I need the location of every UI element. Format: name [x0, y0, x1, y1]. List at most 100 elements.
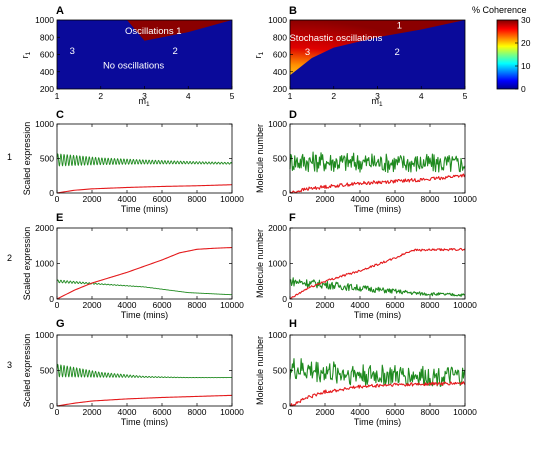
series-line-green	[289, 151, 466, 173]
heatmap-a-label-oscillations-1: Oscillations 1	[125, 26, 182, 37]
colorbar-tick-label: 10	[521, 61, 531, 71]
heatmap-a-oscillation-region	[127, 20, 232, 41]
xtick-label: 8000	[421, 407, 440, 417]
xtick-label: 4000	[351, 300, 370, 310]
line-chart-d: 0 2000 4000 6000 8000 10000 0 500 1000 Time (mins…	[255, 119, 477, 214]
ytick-label: 1000	[268, 259, 287, 269]
ytick-label: 1000	[35, 119, 54, 129]
xtick-label: 8000	[188, 407, 207, 417]
heatmap-a-label-region-2: 2	[172, 46, 177, 57]
ytick-label: 500	[273, 366, 287, 376]
x-axis-label: Time (mins)	[354, 204, 401, 214]
xtick-label: 6000	[153, 407, 172, 417]
xtick-label: 10000	[453, 407, 477, 417]
y-axis-label: Scaled expression	[22, 122, 32, 196]
series-line-red	[289, 247, 466, 300]
ytick-label: 0	[49, 188, 54, 198]
ytick-label: 600	[40, 50, 54, 60]
xtick-label: 8000	[421, 194, 440, 204]
heatmap-b-axes: 1 2 3 4 5 200 400 600 800 1000	[268, 15, 468, 101]
xtick-label: 0	[288, 300, 293, 310]
x-axis-label: Time (mins)	[354, 310, 401, 320]
xtick-label: 2000	[83, 407, 102, 417]
x-axis-label: Time (mins)	[121, 310, 168, 320]
xtick-label: 5	[230, 91, 235, 101]
xtick-label: 0	[55, 407, 60, 417]
series-line-green	[289, 277, 466, 297]
ytick-label: 500	[40, 366, 54, 376]
xtick-label: 4000	[118, 300, 137, 310]
ytick-label: 0	[282, 294, 287, 304]
xtick-label: 1	[288, 91, 293, 101]
panel-label-f: F	[289, 212, 296, 224]
xtick-label: 4	[186, 91, 191, 101]
colorbar: % Coherence 0 10 20 30	[472, 5, 531, 94]
xtick-label: 2000	[83, 194, 102, 204]
ytick-label: 800	[40, 32, 54, 42]
panel-label-d: D	[289, 109, 297, 121]
heatmap-b-label-region-2: 2	[395, 47, 400, 58]
colorbar-tick-label: 0	[521, 84, 526, 94]
xtick-label: 2000	[316, 194, 335, 204]
y-axis-label: Molecule number	[255, 336, 265, 405]
ytick-label: 1000	[268, 330, 287, 340]
y-axis-label: Scaled expression	[22, 227, 32, 301]
xtick-label: 10000	[453, 194, 477, 204]
series-line-green	[56, 279, 233, 296]
xtick-label: 2000	[83, 300, 102, 310]
colorbar-ticks: 0 10 20 30	[515, 15, 531, 94]
x-axis-label: Time (mins)	[121, 204, 168, 214]
ytick-label: 1000	[268, 15, 287, 25]
row-label-3: 3	[7, 360, 12, 370]
heatmap-b: 1 2 3 4 5 200 400 600 800 1000 1 Stochastic oscil…	[253, 15, 468, 108]
colorbar-title: % Coherence	[472, 5, 527, 15]
xtick-label: 10000	[453, 300, 477, 310]
xtick-label: 8000	[421, 300, 440, 310]
heatmap-b-label-stochastic-oscillations: Stochastic oscillations	[289, 33, 382, 44]
line-chart-h: 0 2000 4000 6000 8000 10000 0 500 1000 Time (mins…	[255, 330, 477, 427]
xtick-label: 10000	[220, 300, 244, 310]
series-line-red	[290, 381, 466, 407]
colorbar-gradient	[496, 19, 519, 90]
series-line-green	[56, 153, 233, 167]
ytick-label: 600	[273, 50, 287, 60]
ytick-label: 800	[273, 32, 287, 42]
row-label-1: 1	[7, 152, 12, 162]
heatmap-b-xlabel: m1	[371, 96, 383, 108]
heatmap-a-ylabel: r1	[20, 51, 32, 58]
heatmap-b-ylabel: r1	[253, 51, 265, 58]
row-label-2: 2	[7, 253, 12, 263]
xtick-label: 2000	[316, 300, 335, 310]
ytick-label: 1000	[35, 330, 54, 340]
ytick-label: 500	[40, 154, 54, 164]
series-line-red	[56, 184, 233, 194]
xtick-label: 1	[55, 91, 60, 101]
plot-area	[290, 335, 465, 406]
xtick-label: 0	[55, 300, 60, 310]
ytick-label: 0	[49, 401, 54, 411]
plot-area	[57, 124, 232, 193]
xtick-label: 10000	[220, 407, 244, 417]
xtick-label: 3	[375, 91, 380, 101]
heatmap-a: 1 2 3 4 5 200 400 600 800 1000 Oscillations 1 3 2…	[20, 15, 235, 108]
y-axis-label: Molecule number	[255, 124, 265, 193]
ytick-label: 0	[282, 401, 287, 411]
y-axis-label: Scaled expression	[22, 334, 32, 408]
panel-label-b: B	[289, 5, 297, 17]
ytick-label: 0	[49, 294, 54, 304]
xtick-label: 3	[142, 91, 147, 101]
ytick-label: 200	[40, 84, 54, 94]
ytick-label: 2000	[268, 223, 287, 233]
xtick-label: 4000	[118, 407, 137, 417]
colorbar-tick-label: 30	[521, 15, 531, 25]
xtick-label: 10000	[220, 194, 244, 204]
xtick-label: 4000	[118, 194, 137, 204]
x-axis-label: Time (mins)	[121, 417, 168, 427]
heatmap-a-axes: 1 2 3 4 5 200 400 600 800 1000	[35, 15, 235, 101]
ytick-label: 1000	[268, 119, 287, 129]
xtick-label: 5	[463, 91, 468, 101]
x-axis-label: Time (mins)	[354, 417, 401, 427]
plot-area	[57, 228, 232, 299]
ytick-label: 500	[273, 154, 287, 164]
colorbar-tick-label: 20	[521, 38, 531, 48]
